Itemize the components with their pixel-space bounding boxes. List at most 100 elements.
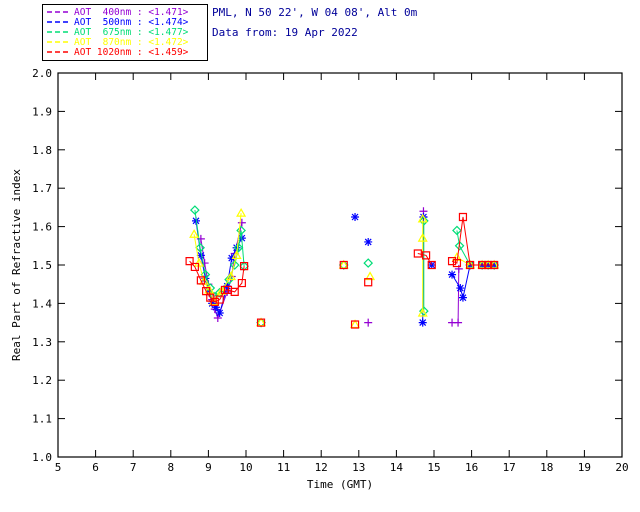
y-tick-label: 1.3 — [32, 336, 52, 349]
station-location-text: PML, N 50 22', W 04 08', Alt 0m — [212, 6, 418, 19]
series-line-675nm — [194, 210, 245, 298]
data-point-675nm — [233, 242, 244, 253]
x-tick-label: 11 — [277, 461, 290, 474]
legend-entry: AOT 675nm : <1.477> — [47, 26, 203, 38]
y-tick-label: 1.1 — [32, 413, 52, 426]
y-tick-label: 1.4 — [32, 297, 52, 310]
x-tick-label: 9 — [205, 461, 212, 474]
x-tick-label: 18 — [540, 461, 553, 474]
data-point-870nm — [216, 285, 227, 295]
data-point-500nm — [351, 213, 360, 221]
data-point-1020nm — [339, 260, 348, 270]
x-tick-label: 20 — [615, 461, 628, 474]
data-point-1020nm — [490, 260, 499, 270]
data-point-1020nm — [237, 278, 246, 288]
data-point-500nm — [427, 261, 436, 269]
legend-line-sample-icon — [47, 51, 71, 53]
legend-line-sample-icon — [47, 11, 71, 13]
data-point-400nm — [237, 218, 246, 227]
series-line-500nm — [195, 220, 243, 315]
data-point-870nm — [365, 271, 376, 281]
x-tick-label: 17 — [503, 461, 516, 474]
legend-line-sample-icon — [47, 31, 71, 33]
data-point-675nm — [418, 215, 429, 226]
data-point-870nm — [189, 229, 200, 238]
legend: AOT 400nm : <1.471> AOT 500nm : <1.474> … — [42, 4, 208, 61]
x-tick-label: 19 — [578, 461, 591, 474]
data-point-870nm — [236, 207, 247, 217]
x-axis-title: Time (GMT) — [307, 478, 373, 491]
data-point-675nm — [195, 242, 205, 253]
legend-entry: AOT 870nm : <1.472> — [47, 36, 203, 48]
data-point-870nm — [417, 232, 428, 242]
legend-entry-label: AOT 500nm : <1.474> — [74, 16, 189, 28]
data-point-870nm — [417, 307, 428, 317]
data-point-675nm — [229, 260, 240, 270]
data-point-1020nm — [413, 249, 422, 258]
data-point-1020nm — [458, 212, 468, 222]
x-tick-label: 10 — [239, 461, 252, 474]
data-point-500nm — [448, 270, 457, 279]
y-tick-label: 1.8 — [32, 144, 52, 157]
data-point-870nm — [193, 257, 205, 267]
data-point-675nm — [418, 306, 429, 316]
x-tick-label: 14 — [390, 461, 404, 474]
data-point-500nm — [232, 243, 241, 252]
data-point-1020nm — [422, 251, 431, 260]
data-point-1020nm — [447, 257, 457, 266]
x-tick-label: 7 — [130, 461, 137, 474]
data-point-1020nm — [196, 276, 205, 285]
y-tick-label: 1.9 — [32, 105, 52, 118]
data-point-500nm — [418, 318, 427, 327]
y-tick-label: 1.0 — [32, 451, 52, 464]
legend-entry-label: AOT 1020nm : <1.459> — [74, 46, 189, 58]
data-point-1020nm — [190, 262, 199, 272]
series-line-1020nm — [451, 216, 495, 266]
legend-entry-label: AOT 675nm : <1.477> — [74, 26, 189, 38]
data-point-400nm — [364, 318, 373, 327]
data-point-1020nm — [240, 262, 249, 271]
data-point-500nm — [227, 254, 236, 263]
y-tick-label: 1.2 — [32, 374, 52, 387]
data-point-500nm — [364, 237, 373, 246]
series-line-400nm — [200, 222, 243, 320]
data-date-text: Data from: 19 Apr 2022 — [212, 26, 358, 39]
y-tick-label: 1.5 — [32, 259, 52, 272]
series-line-1020nm — [189, 260, 245, 303]
data-point-500nm — [456, 284, 465, 293]
data-point-1020nm — [206, 293, 215, 302]
data-point-1020nm — [427, 260, 436, 270]
x-tick-label: 16 — [465, 461, 478, 474]
data-point-1020nm — [465, 260, 475, 270]
legend-entry-label: AOT 870nm : <1.472> — [74, 36, 189, 48]
data-point-870nm — [231, 250, 242, 259]
data-point-500nm — [208, 299, 217, 308]
data-point-675nm — [190, 205, 200, 215]
data-point-500nm — [196, 251, 205, 260]
data-point-675nm — [363, 258, 374, 268]
data-point-675nm — [236, 225, 246, 236]
y-tick-label: 1.6 — [32, 221, 52, 234]
y-tick-label: 1.7 — [32, 182, 52, 195]
data-point-870nm — [225, 271, 236, 281]
data-point-675nm — [224, 274, 234, 285]
data-point-870nm — [417, 213, 428, 223]
data-point-1020nm — [452, 258, 462, 268]
data-point-500nm — [215, 309, 224, 317]
x-tick-label: 8 — [167, 461, 174, 474]
legend-entry: AOT 500nm : <1.474> — [47, 16, 203, 28]
data-point-1020nm — [230, 287, 239, 296]
data-point-1020nm — [364, 278, 373, 287]
data-point-1020nm — [350, 320, 360, 329]
x-tick-label: 12 — [315, 461, 328, 474]
x-tick-label: 13 — [352, 461, 365, 474]
data-point-1020nm — [215, 295, 224, 304]
data-point-675nm — [454, 240, 465, 251]
legend-entry-label: AOT 400nm : <1.471> — [74, 6, 189, 18]
x-tick-label: 5 — [55, 461, 62, 474]
legend-line-sample-icon — [47, 21, 71, 23]
legend-entry: AOT 400nm : <1.471> — [47, 6, 203, 18]
data-point-675nm — [452, 225, 462, 236]
